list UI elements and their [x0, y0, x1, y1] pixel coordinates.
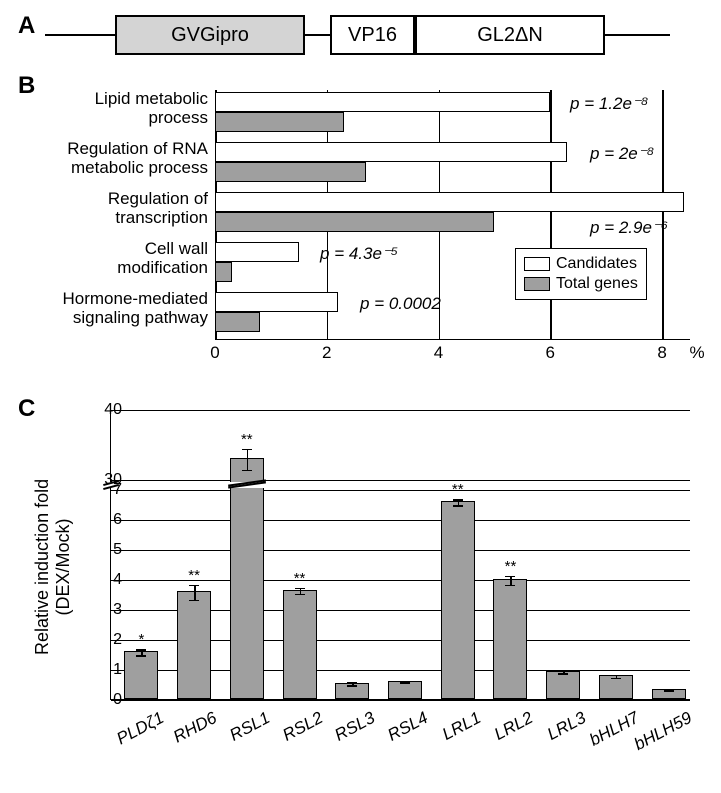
error-bar-cap	[558, 670, 568, 672]
error-bar-cap	[189, 585, 199, 587]
error-bar-cap	[242, 470, 252, 472]
panel-c-ytick: 3	[82, 601, 122, 619]
panel-b-legend: Candidates Total genes	[515, 248, 647, 300]
panel-b-bar-total	[215, 212, 494, 232]
panel-c-ytick: 40	[82, 401, 122, 419]
panel-a-diagram: GVGipro VP16GL2ΔN	[85, 15, 645, 60]
panel-b-category-label: Cell wallmodification	[10, 240, 208, 277]
panel-c-ytick: 6	[82, 511, 122, 529]
error-bar-cap	[558, 673, 568, 675]
panel-b-chart: p = 1.2e⁻⁸ p = 2e⁻⁸ p = 2.9e⁻⁶ p = 4.3e⁻⁵ p …	[215, 90, 690, 340]
error-bar-cap	[242, 449, 252, 451]
panel-b-bar-candidate	[215, 242, 299, 262]
panel-c-ytick: 1	[82, 661, 122, 679]
error-bar-cap	[136, 655, 146, 657]
gene-box: GVGipro	[115, 15, 305, 55]
panel-b-xunit: %	[682, 343, 712, 363]
error-bar-cap	[664, 690, 674, 692]
panel-c-bar	[177, 591, 211, 699]
error-bar-cap	[453, 505, 463, 507]
panel-b-bar-total	[215, 312, 260, 332]
panel-c-ytick: 2	[82, 631, 122, 649]
panel-c-bar	[546, 671, 580, 700]
panel-c-bar	[124, 651, 158, 699]
panel-c-gridline	[111, 490, 690, 491]
panel-b-bar-candidate	[215, 142, 567, 162]
error-bar-cap	[453, 499, 463, 501]
gene-box: VP16	[330, 15, 415, 55]
panel-b-bar-total	[215, 112, 344, 132]
significance-star: **	[493, 558, 527, 575]
panel-b-xtick: 6	[540, 343, 560, 363]
legend-swatch	[524, 277, 550, 291]
error-bar-cap	[295, 588, 305, 590]
panel-b-bar-candidate	[215, 92, 550, 112]
panel-b-category-label: Lipid metabolicprocess	[10, 90, 208, 127]
panel-c-ytick: 0	[82, 691, 122, 709]
gene-connector-line	[605, 34, 670, 36]
panel-c-bar	[283, 590, 317, 700]
panel-b-gridline	[662, 90, 664, 339]
legend-swatch	[524, 257, 550, 271]
panel-c-ytick: 5	[82, 541, 122, 559]
panel-b-gridline	[550, 90, 552, 339]
error-bar-cap	[505, 585, 515, 587]
panel-b-xtick: 2	[317, 343, 337, 363]
panel-b-pvalue: p = 2.9e⁻⁶	[590, 218, 668, 238]
panel-b-pvalue: p = 2e⁻⁸	[590, 144, 654, 164]
error-bar	[247, 449, 249, 470]
panel-c-gridline	[111, 550, 690, 551]
panel-b-bar-total	[215, 162, 366, 182]
panel-c-gridline	[111, 520, 690, 521]
error-bar	[194, 585, 196, 600]
error-bar-cap	[347, 685, 357, 687]
panel-b-xtick: 0	[205, 343, 225, 363]
panel-b-pvalue: p = 4.3e⁻⁵	[320, 244, 398, 264]
panel-b-pvalue: p = 1.2e⁻⁸	[570, 94, 648, 114]
panel-c-bar	[493, 579, 527, 699]
error-bar-cap	[136, 649, 146, 651]
error-bar-cap	[611, 675, 621, 677]
panel-b: Lipid metabolicprocess Regulation of RNAm…	[10, 80, 710, 385]
significance-star: **	[441, 481, 475, 498]
panel-b-category-label: Regulation oftranscription	[10, 190, 208, 227]
panel-b-category-label: Regulation of RNAmetabolic process	[10, 140, 208, 177]
error-bar-cap	[400, 683, 410, 685]
error-bar-cap	[505, 576, 515, 578]
panel-b-xtick: 4	[429, 343, 449, 363]
panel-c-gridline	[111, 410, 690, 411]
error-bar-cap	[347, 682, 357, 684]
panel-b-xtick: 8	[652, 343, 672, 363]
panel-b-pvalue: p = 0.0002	[360, 294, 441, 314]
panel-b-bar-candidate	[215, 292, 338, 312]
significance-star: **	[230, 431, 264, 448]
panel-c-bar	[230, 458, 264, 699]
legend-row: Total genes	[524, 275, 638, 293]
panel-c-chart: ***********	[110, 410, 690, 700]
panel-c-ytick: 30	[82, 471, 122, 489]
gene-connector-line	[305, 34, 330, 36]
panel-c-ylabel: Relative induction fold(DEX/Mock)	[32, 479, 74, 655]
legend-text: Candidates	[556, 255, 637, 273]
legend-row: Candidates	[524, 255, 638, 273]
gene-connector-line	[45, 34, 115, 36]
error-bar-cap	[611, 678, 621, 680]
error-bar-cap	[189, 600, 199, 602]
panel-c-ytick: 4	[82, 571, 122, 589]
panel-b-category-label: Hormone-mediatedsignaling pathway	[10, 290, 208, 327]
panel-c-gridline	[111, 700, 690, 701]
panel-b-bar-candidate	[215, 192, 684, 212]
panel-c-bar	[441, 501, 475, 699]
significance-star: **	[177, 567, 211, 584]
legend-text: Total genes	[556, 275, 638, 293]
error-bar-cap	[295, 594, 305, 596]
panel-b-bar-total	[215, 262, 232, 282]
panel-a-label: A	[18, 12, 35, 40]
significance-star: *	[124, 631, 158, 648]
gene-box: GL2ΔN	[415, 15, 605, 55]
panel-c: Relative induction fold(DEX/Mock) ******…	[10, 400, 710, 780]
significance-star: **	[283, 570, 317, 587]
panel-c-gridline	[111, 480, 690, 481]
